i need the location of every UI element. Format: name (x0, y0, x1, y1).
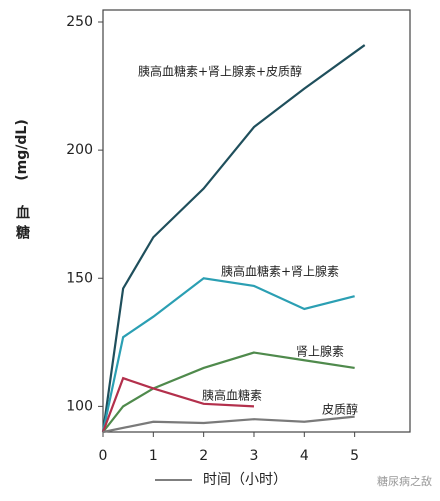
series-line (102, 351, 355, 433)
series-label: 胰高血糖素+肾上腺素+皮质醇 (138, 64, 302, 79)
x-tick-label: 3 (250, 448, 259, 464)
x-tick-label: 2 (199, 448, 208, 464)
series-label: 肾上腺素 (296, 345, 344, 359)
x-tick-label: 4 (300, 448, 309, 464)
series-line (101, 44, 366, 433)
watermark: 糖尿病之敌 (377, 474, 432, 488)
series-line (101, 277, 355, 433)
series-label: 胰高血糖素+肾上腺素 (221, 264, 339, 279)
x-tick-label: 5 (350, 448, 359, 464)
y-unit: (mg/dL) (14, 119, 30, 180)
y-tick-label: 250 (66, 14, 93, 30)
y-tick-label: 200 (66, 142, 93, 158)
x-tick-label: 1 (149, 448, 158, 464)
y-tick-label: 100 (66, 398, 93, 414)
x-tick-label: 0 (99, 448, 108, 464)
series-label: 胰高血糖素 (202, 388, 262, 403)
series-label: 皮质醇 (322, 402, 358, 417)
y-label: 血糖 (14, 204, 30, 245)
x-label: 时间（小时） (203, 472, 287, 488)
series-line (101, 376, 255, 433)
series-line (102, 415, 355, 434)
plot-frame (102, 9, 411, 433)
y-tick-label: 150 (66, 270, 93, 286)
